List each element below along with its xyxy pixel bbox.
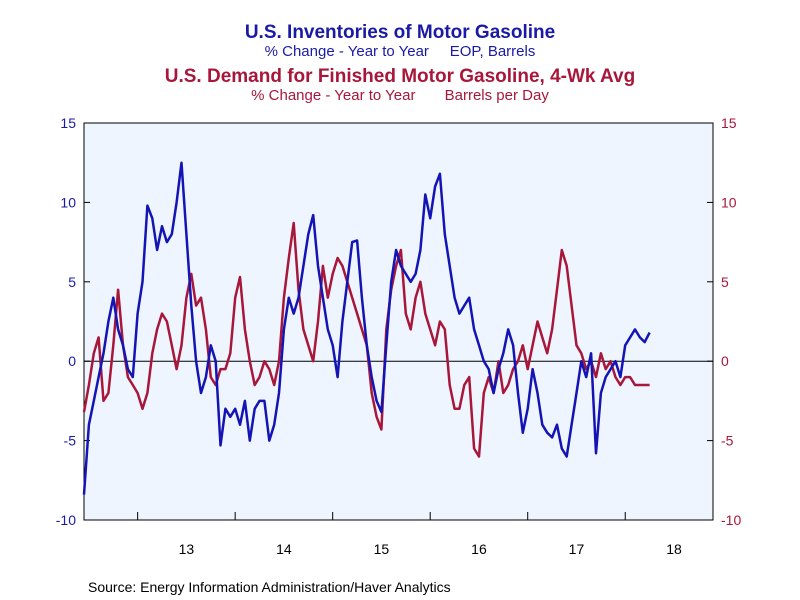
y-tick-label-right: -10: [721, 512, 741, 528]
y-axis-left: 15 10 5 0 -5 -10: [56, 115, 90, 528]
y-tick-label-left: 15: [60, 115, 76, 131]
blue-title: U.S. Inventories of Motor Gasoline: [245, 22, 555, 43]
y-tick-label-left: 0: [68, 353, 76, 369]
red-subtitle: % Change - Year to Year Barrels per Day: [251, 87, 549, 104]
y-tick-label-right: 0: [721, 353, 729, 369]
y-tick-label-left: -10: [56, 512, 76, 528]
y-tick-label-right: 10: [721, 194, 737, 210]
plot-area: [83, 122, 714, 521]
red-title: U.S. Demand for Finished Motor Gasoline,…: [165, 66, 635, 87]
x-tick-label: 16: [471, 541, 487, 557]
series-line-inventories: [82, 161, 651, 495]
y-tick-label-left: 5: [68, 274, 76, 290]
source-note: Source: Energy Information Administratio…: [88, 579, 451, 595]
blue-subtitle: % Change - Year to Year EOP, Barrels: [265, 43, 536, 60]
x-tick-label: 17: [569, 541, 585, 557]
x-tick-label: 14: [276, 541, 292, 557]
y-tick-label-left: -5: [64, 433, 77, 449]
y-tick-label-right: 15: [721, 115, 737, 131]
x-tick-label: 18: [666, 541, 682, 557]
y-axis-right: 15 10 5 0 -5 -10: [707, 115, 741, 528]
y-tick-label-right: -5: [721, 433, 734, 449]
x-tick-label: 15: [374, 541, 390, 557]
x-tick-label: 13: [179, 541, 195, 557]
y-tick-label-left: 10: [60, 194, 76, 210]
x-axis: 13 14 15 16 17 18: [137, 512, 682, 557]
y-tick-label-right: 5: [721, 274, 729, 290]
